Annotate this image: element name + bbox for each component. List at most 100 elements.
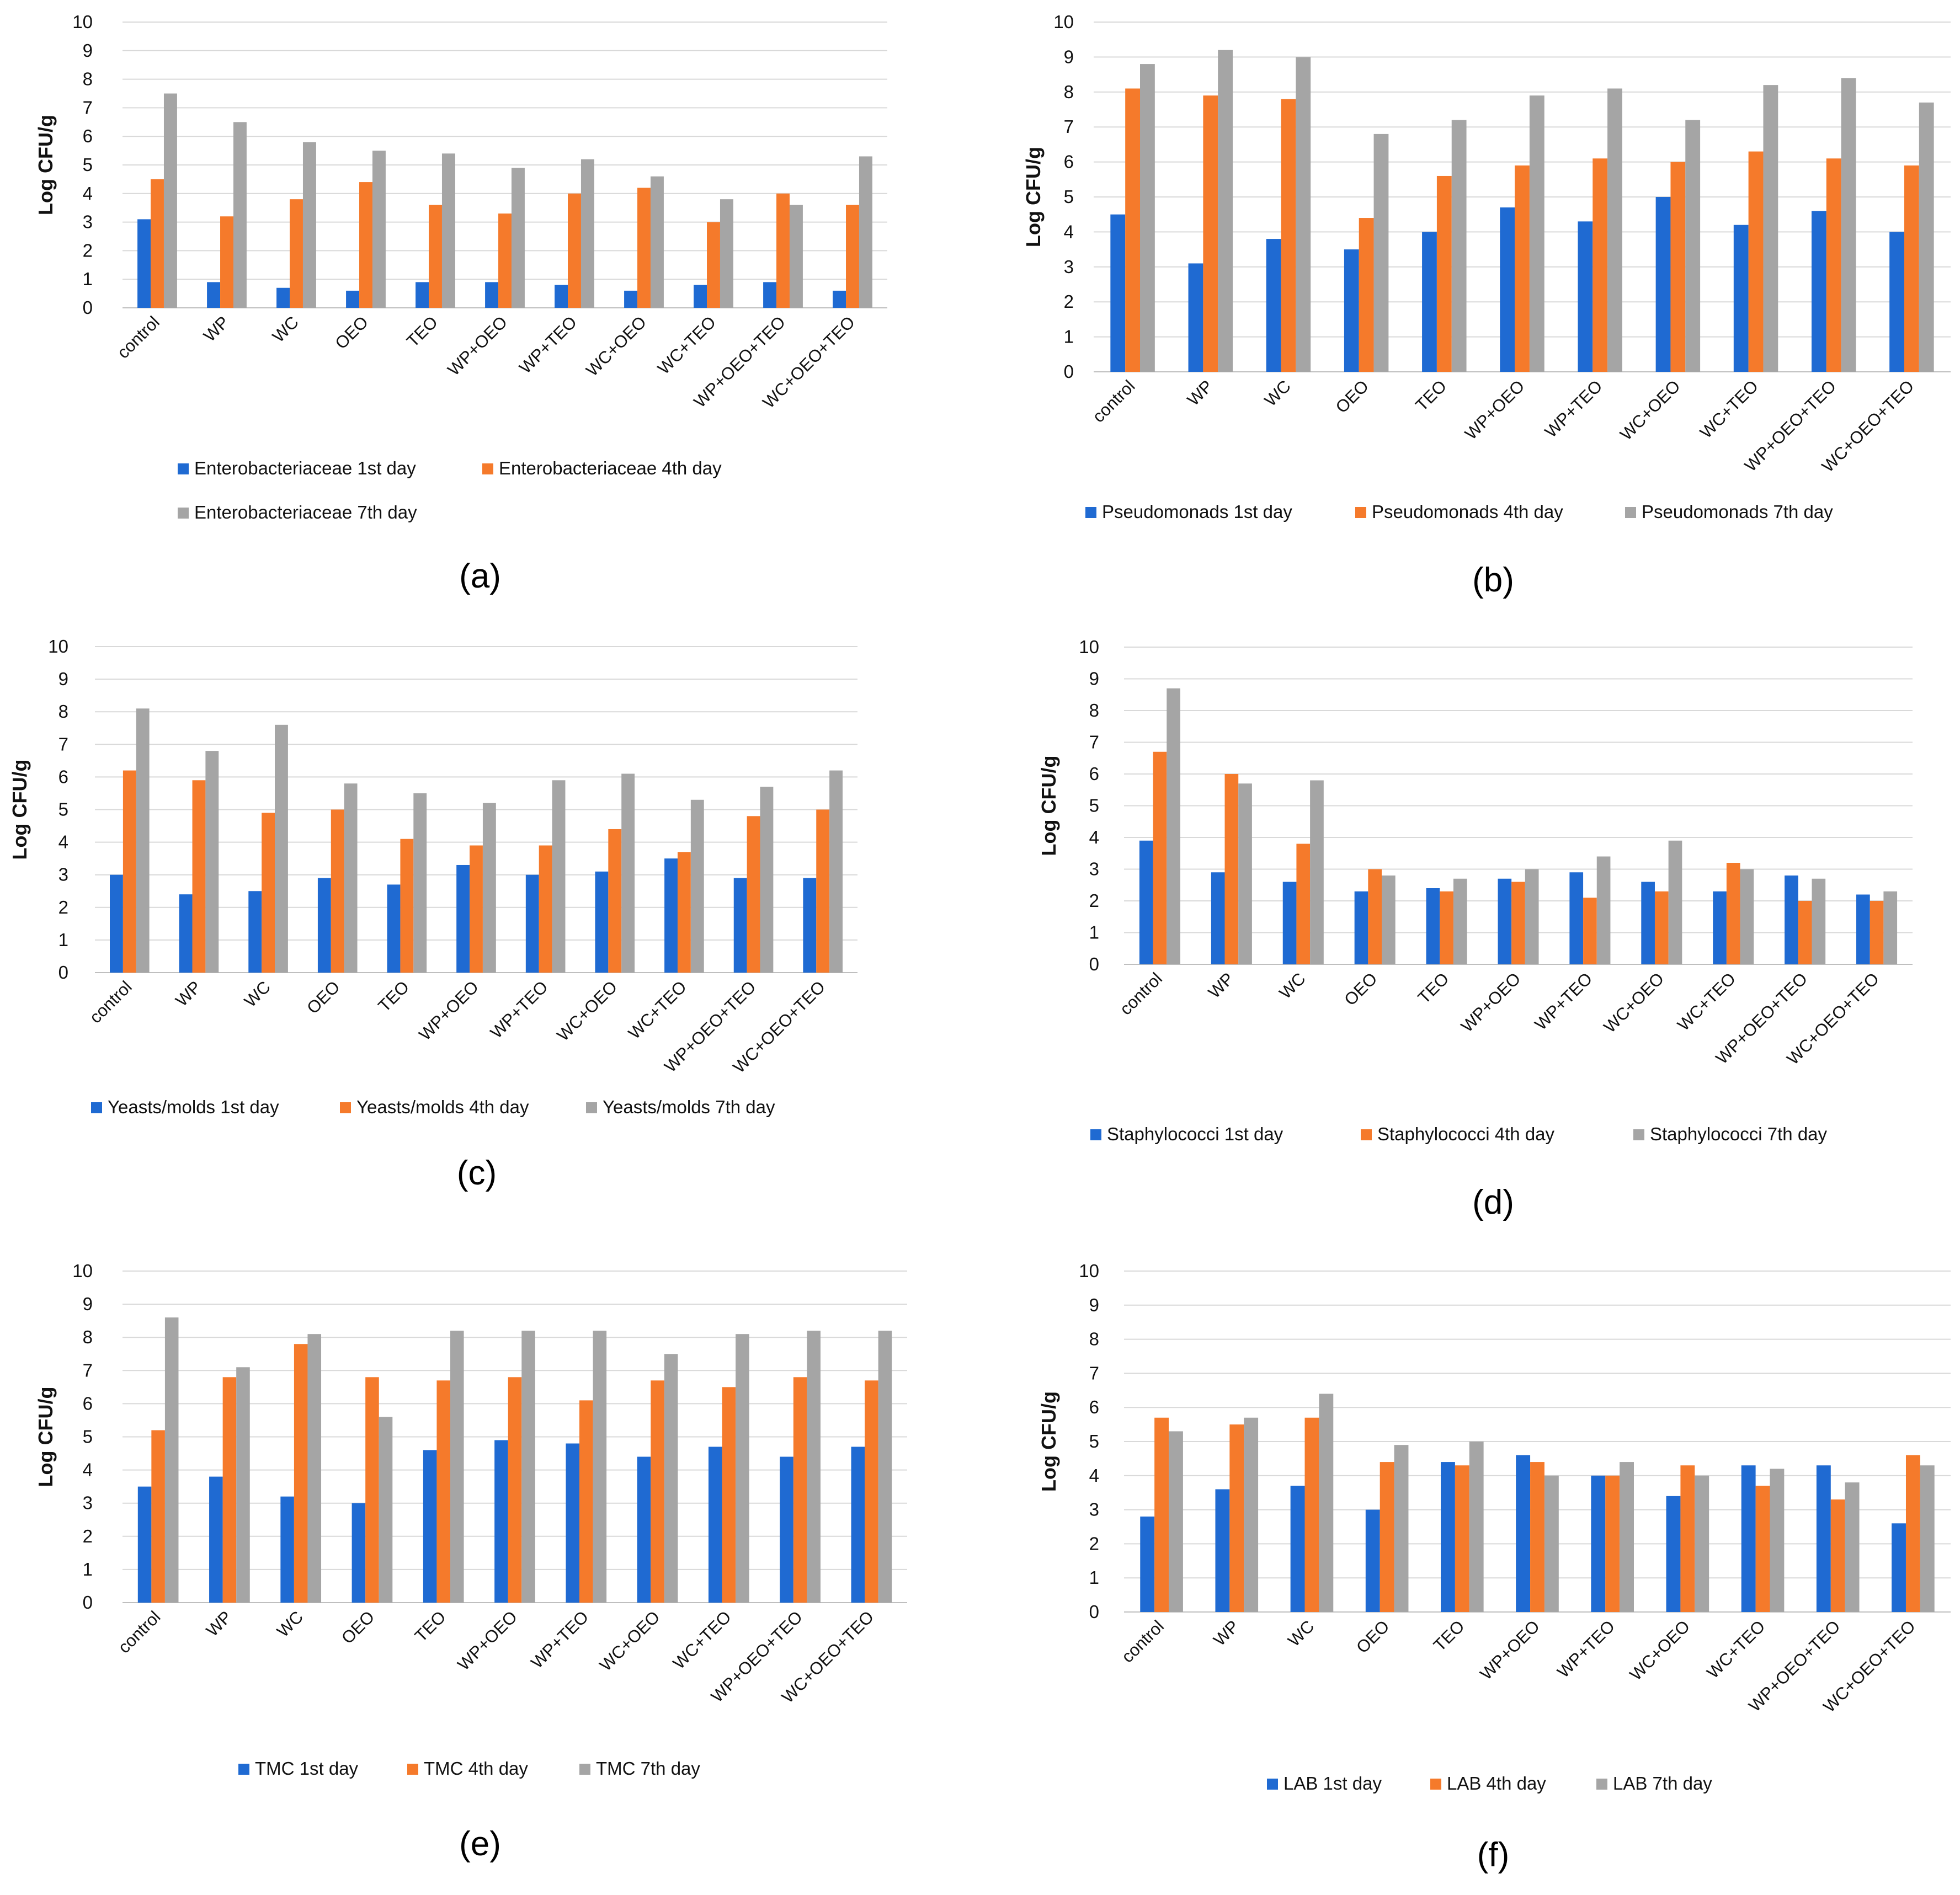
y-tick-label: 5	[1089, 796, 1099, 816]
bar-wc-oeo-teo-series-1	[833, 290, 846, 308]
bar-teo-series-1	[1426, 888, 1440, 964]
y-axis-label: Log CFU/g	[1022, 147, 1045, 247]
y-tick-label: 4	[1089, 1465, 1099, 1486]
bar-wp-series-2	[1203, 95, 1218, 372]
bar-oeo-series-3	[372, 151, 386, 308]
y-tick-label: 2	[1064, 291, 1074, 312]
bar-wc-teo-series-3	[736, 1334, 749, 1603]
x-tick-label: control	[114, 1607, 164, 1657]
bar-teo-series-3	[413, 793, 427, 973]
bar-wp-teo-series-1	[1591, 1475, 1606, 1612]
bar-wp-oeo-series-3	[482, 803, 496, 973]
bar-control-series-3	[1169, 1431, 1183, 1612]
bar-wp-oeo-teo-series-1	[1811, 211, 1826, 372]
bar-wp-teo-series-2	[579, 1400, 593, 1603]
x-tick-label: WP	[1184, 376, 1217, 409]
y-tick-label: 10	[48, 636, 68, 656]
x-tick-label: WP+OEO	[1457, 969, 1525, 1036]
y-tick-label: 4	[83, 1460, 93, 1480]
bar-oeo-series-3	[379, 1417, 393, 1603]
bar-wc-oeo-series-1	[1666, 1496, 1681, 1612]
bar-wp-teo-series-1	[555, 285, 568, 308]
y-tick-label: 0	[58, 962, 68, 983]
x-tick-label: WP	[200, 312, 233, 345]
legend-entry: Pseudomonads 1st day	[1102, 501, 1292, 522]
legend-entry: Enterobacteriaceae 7th day	[194, 502, 417, 522]
bar-wc-teo-series-3	[690, 799, 704, 973]
bar-oeo-series-1	[1344, 249, 1359, 372]
bar-teo-series-1	[1422, 232, 1437, 372]
y-tick-label: 1	[1089, 922, 1099, 943]
bar-wc-series-1	[1266, 239, 1281, 372]
bar-wp-oeo-teo-series-3	[760, 787, 774, 973]
bar-wp-teo-series-1	[1569, 872, 1584, 964]
legend-entry: LAB 4th day	[1447, 1773, 1546, 1793]
x-tick-label: WC	[273, 1607, 307, 1641]
bar-wc-series-3	[1296, 57, 1311, 372]
y-tick-label: 5	[83, 1427, 93, 1447]
x-tick-label: OEO	[1340, 969, 1381, 1009]
y-tick-label: 8	[83, 69, 93, 89]
bar-wp-oeo-teo-series-2	[747, 816, 760, 973]
x-tick-label: WC	[1261, 376, 1295, 410]
y-tick-label: 9	[83, 40, 93, 61]
y-tick-label: 2	[83, 1526, 93, 1546]
bar-wp-oeo-series-2	[470, 845, 483, 973]
y-tick-label: 0	[83, 297, 93, 318]
bar-wp-series-2	[192, 780, 206, 973]
y-tick-label: 2	[58, 897, 68, 917]
legend-swatch	[340, 1102, 351, 1113]
bar-control-series-3	[1140, 64, 1155, 372]
x-tick-label: WP+TEO	[1531, 969, 1596, 1034]
bar-wc-teo-series-2	[722, 1387, 736, 1603]
y-tick-label: 7	[83, 97, 93, 118]
bar-wc-series-2	[294, 1344, 308, 1603]
bar-oeo-series-2	[1368, 869, 1382, 964]
y-tick-label: 4	[83, 183, 93, 204]
bar-wc-oeo-series-1	[1655, 197, 1671, 372]
legend-swatch	[1596, 1779, 1607, 1790]
bar-wp-oeo-series-3	[511, 168, 525, 308]
y-tick-label: 9	[83, 1294, 93, 1314]
bar-oeo-series-1	[351, 1503, 366, 1603]
bar-wp-oeo-series-2	[1511, 882, 1525, 964]
bar-wc-series-1	[280, 1496, 294, 1603]
x-tick-label: WC+TEO	[669, 1607, 735, 1673]
bar-wp-series-1	[1215, 1489, 1230, 1612]
bar-wc-oeo-teo-series-1	[1856, 894, 1870, 964]
bar-wc-series-2	[1281, 99, 1296, 372]
bar-wp-series-2	[222, 1377, 237, 1603]
bar-wc-series-2	[1304, 1417, 1319, 1612]
x-tick-label: WP	[172, 977, 205, 1010]
bar-wc-oeo-series-3	[1685, 120, 1701, 372]
bar-control-series-2	[1125, 88, 1141, 372]
y-tick-label: 8	[1064, 82, 1074, 102]
y-axis-label: Log CFU/g	[34, 115, 57, 215]
bar-wp-oeo-teo-series-1	[1816, 1465, 1831, 1612]
y-tick-label: 10	[1079, 1261, 1099, 1281]
y-tick-label: 6	[1089, 764, 1099, 784]
panel-label: (a)	[459, 557, 501, 595]
bar-wp-oeo-series-3	[1529, 95, 1544, 372]
legend-swatch	[482, 463, 493, 474]
bar-wc-oeo-teo-series-2	[1904, 165, 1919, 372]
bar-wc-series-1	[248, 891, 262, 973]
bar-wp-oeo-teo-series-3	[1845, 1482, 1860, 1612]
y-tick-label: 2	[1089, 1533, 1099, 1554]
y-tick-label: 0	[83, 1592, 93, 1613]
bar-wp-teo-series-3	[593, 1331, 607, 1603]
bar-wc-series-2	[290, 199, 303, 308]
bar-wc-oeo-teo-series-3	[878, 1331, 892, 1603]
panel-label: (e)	[459, 1825, 501, 1863]
bar-wp-oeo-series-1	[456, 864, 470, 973]
bar-wp-teo-series-2	[1592, 158, 1608, 372]
bar-teo-series-2	[1455, 1465, 1469, 1612]
bar-wc-oeo-series-2	[1680, 1465, 1695, 1612]
x-tick-label: TEO	[1412, 376, 1450, 415]
y-tick-label: 4	[58, 832, 68, 852]
x-tick-label: WP	[1210, 1616, 1243, 1650]
bar-wp-oeo-teo-series-3	[1812, 878, 1826, 964]
